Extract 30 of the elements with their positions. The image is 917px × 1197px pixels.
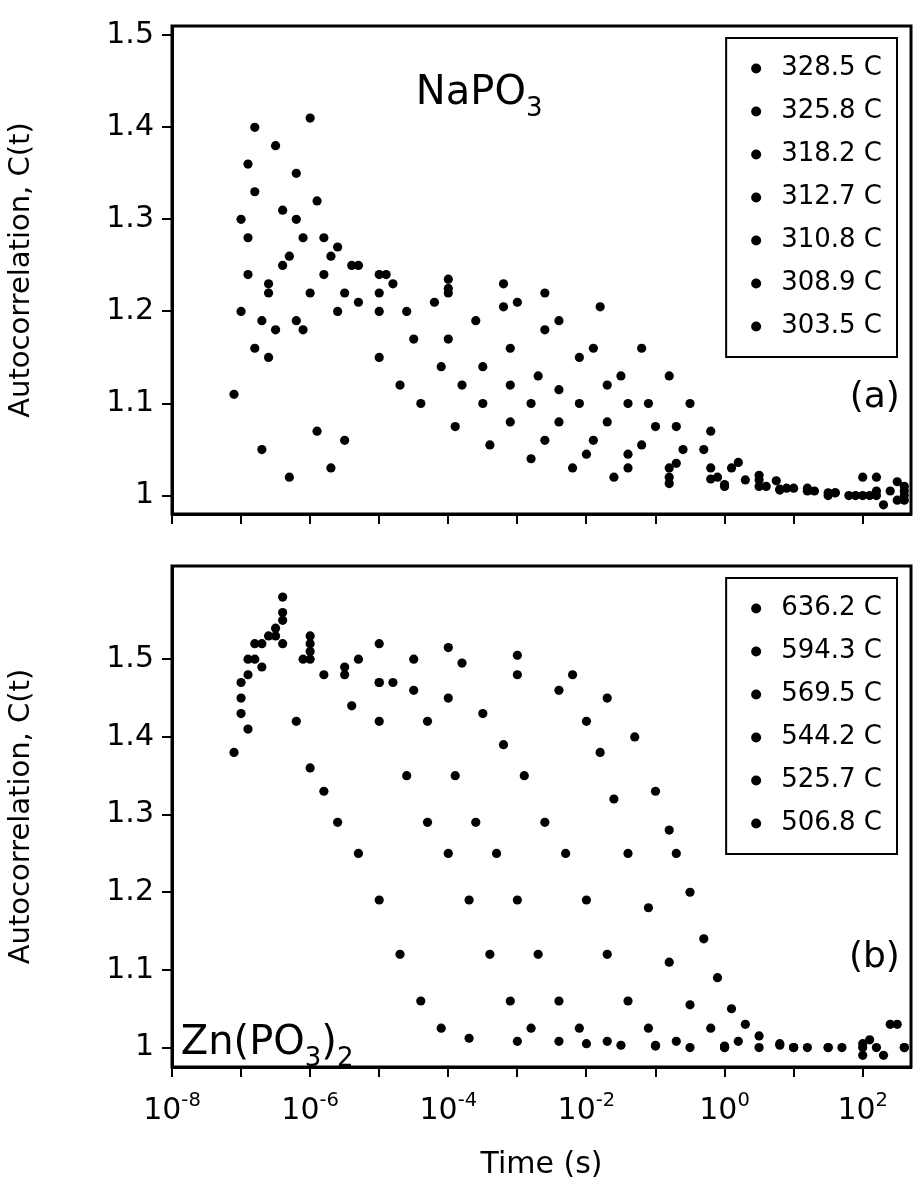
y-tick-label: 1.1 [106,949,154,985]
y-tick-label: 1.5 [106,639,154,675]
legend-label: 308.9 C [781,266,883,297]
y-tick-label: 1 [134,1027,154,1063]
legend-label: 569.5 C [781,677,883,708]
y-tick-label: 1.2 [106,872,154,908]
y-tick-label: 1.2 [106,291,154,327]
y-tick-label: 1.4 [106,716,154,752]
y-tick-label: 1.1 [106,383,154,419]
y-tick-label: 1.5 [106,15,154,50]
legend-label: 325.8 C [781,94,883,125]
y-tick-label: 1.4 [106,107,154,143]
y-tick-label: 1 [134,475,154,511]
legend-label: 312.7 C [781,180,883,211]
legend-label: 310.8 C [781,223,883,254]
y-axis-title: Autocorrelation, C(t) [1,668,36,965]
legend-label: 328.5 C [781,51,883,82]
annotation: (a) [849,373,900,415]
annotation: (b) [848,933,900,975]
legend-label: 544.2 C [781,720,883,751]
legend-label: 318.2 C [781,137,883,168]
legend-label: 303.5 C [781,309,883,340]
legend-label: 594.3 C [781,634,883,665]
legend-label: 636.2 C [781,591,883,622]
x-axis-title: Time (s) [479,1144,603,1180]
y-tick-label: 1.3 [106,794,154,830]
y-tick-label: 1.3 [106,199,154,235]
legend-label: 506.8 C [781,806,883,837]
y-axis-title: Autocorrelation, C(t) [1,122,36,418]
legend-label: 525.7 C [781,763,883,794]
